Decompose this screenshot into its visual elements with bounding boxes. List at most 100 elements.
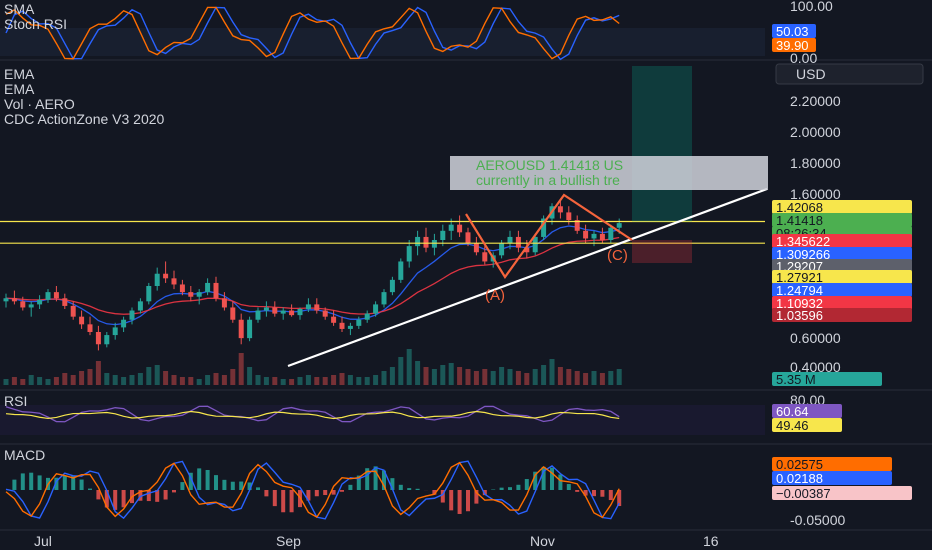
volume-bar	[45, 379, 51, 385]
candle-body	[20, 301, 26, 308]
candle-body	[482, 252, 488, 262]
horizontal-levels	[0, 220, 765, 244]
candle-body	[263, 307, 269, 311]
candle-body	[179, 284, 185, 293]
volume-bar	[230, 369, 236, 385]
drawings[interactable]	[287, 66, 768, 368]
volume-bar	[87, 369, 93, 385]
x-tick-nov: Nov	[530, 533, 555, 549]
price-tick-2.0: 2.00000	[790, 124, 841, 140]
macd-bar	[79, 479, 84, 490]
volume-bar	[591, 371, 597, 385]
macd-bar	[71, 475, 76, 490]
candle-body	[121, 319, 127, 328]
price-value-tag: 1.24794	[776, 283, 823, 298]
price-tick-2.2: 2.20000	[790, 93, 841, 109]
volume-bar	[347, 375, 353, 385]
price-value-tag: 1.03596	[776, 308, 823, 323]
price-value-tag: 1.345622	[776, 234, 830, 249]
macd-bar	[474, 490, 479, 504]
x-tick-sep: Sep	[276, 533, 301, 549]
volume-bar	[20, 379, 26, 385]
x-tick-jul: Jul	[34, 533, 52, 549]
macd-bar	[524, 479, 529, 490]
candle-body	[87, 324, 93, 332]
volume-bar	[448, 363, 454, 385]
volume-bar	[289, 379, 295, 385]
macd-bar	[62, 475, 67, 490]
volume-bar	[599, 373, 605, 385]
macd-value-tag: −0.00387	[776, 486, 831, 501]
macd-bar	[29, 472, 34, 490]
volume-bar	[62, 373, 68, 385]
annotation-line-1: AEROUSD 1.41418 US	[476, 157, 623, 173]
stoch-k-line	[5, 6, 620, 61]
price-value-tag-bg	[772, 200, 912, 214]
macd-bar	[113, 490, 118, 510]
candle-body	[196, 292, 202, 297]
candle-body	[524, 247, 530, 253]
candle-body	[53, 292, 59, 299]
projection-target-zone	[632, 66, 692, 222]
volume-bar	[423, 367, 429, 385]
annotation-box[interactable]	[450, 156, 768, 190]
volume-bar	[499, 367, 505, 385]
volume-bar	[154, 365, 160, 385]
candle-body	[608, 227, 614, 240]
price-value-tag-bg	[772, 308, 912, 322]
wave-label-c: (C)	[607, 247, 628, 264]
candle-body	[297, 309, 303, 316]
candle-body	[473, 243, 479, 253]
macd-bar	[592, 490, 596, 497]
volume-bar	[331, 375, 337, 385]
macd-bar	[155, 490, 160, 502]
candle-body	[331, 316, 337, 323]
candle-body	[448, 224, 454, 231]
candle-body	[583, 230, 589, 239]
volume-bar	[146, 367, 152, 385]
candle-body	[112, 327, 118, 336]
candle-body	[616, 223, 622, 228]
candle-body	[45, 292, 51, 300]
candle-body	[515, 236, 521, 248]
candle-body	[415, 236, 421, 247]
candle-body	[11, 298, 17, 302]
macd-bar	[600, 490, 605, 497]
rsi-value-tag-bg	[772, 404, 842, 418]
price-label-ema-1: EMA	[4, 66, 35, 82]
volume-bar	[373, 375, 379, 385]
candle-body	[247, 319, 253, 339]
candle-body	[104, 335, 110, 345]
candle-body	[137, 301, 143, 311]
macd-bar	[533, 471, 538, 490]
volume-bar	[163, 371, 169, 385]
macd-bar	[323, 490, 328, 496]
candle-body	[62, 298, 68, 306]
macd-signal-line	[5, 461, 620, 519]
volume-bar	[205, 375, 211, 385]
macd-bar	[289, 490, 294, 513]
macd-value-tag-bg	[772, 471, 892, 485]
candle-body	[557, 206, 563, 213]
volume-bar	[37, 377, 43, 385]
volume-bar	[129, 375, 135, 385]
volume-bars	[3, 349, 622, 385]
volume-bar	[541, 365, 547, 385]
volume-bar	[53, 377, 59, 385]
trend-line	[287, 187, 768, 368]
macd-bar	[138, 490, 143, 501]
macd-bar	[281, 490, 286, 513]
candle-body	[188, 292, 194, 297]
candle-body	[566, 212, 572, 221]
volume-bar	[213, 373, 219, 385]
candle-body	[305, 304, 311, 309]
rsi-line	[5, 405, 620, 423]
candle-body	[221, 298, 227, 308]
price-value-tag: 1.10932	[776, 296, 823, 311]
currency-button[interactable]	[775, 63, 924, 85]
candle-body	[79, 316, 85, 325]
candle-body	[465, 232, 471, 244]
volume-bar	[305, 375, 311, 385]
price-value-tag-bg	[772, 247, 912, 261]
